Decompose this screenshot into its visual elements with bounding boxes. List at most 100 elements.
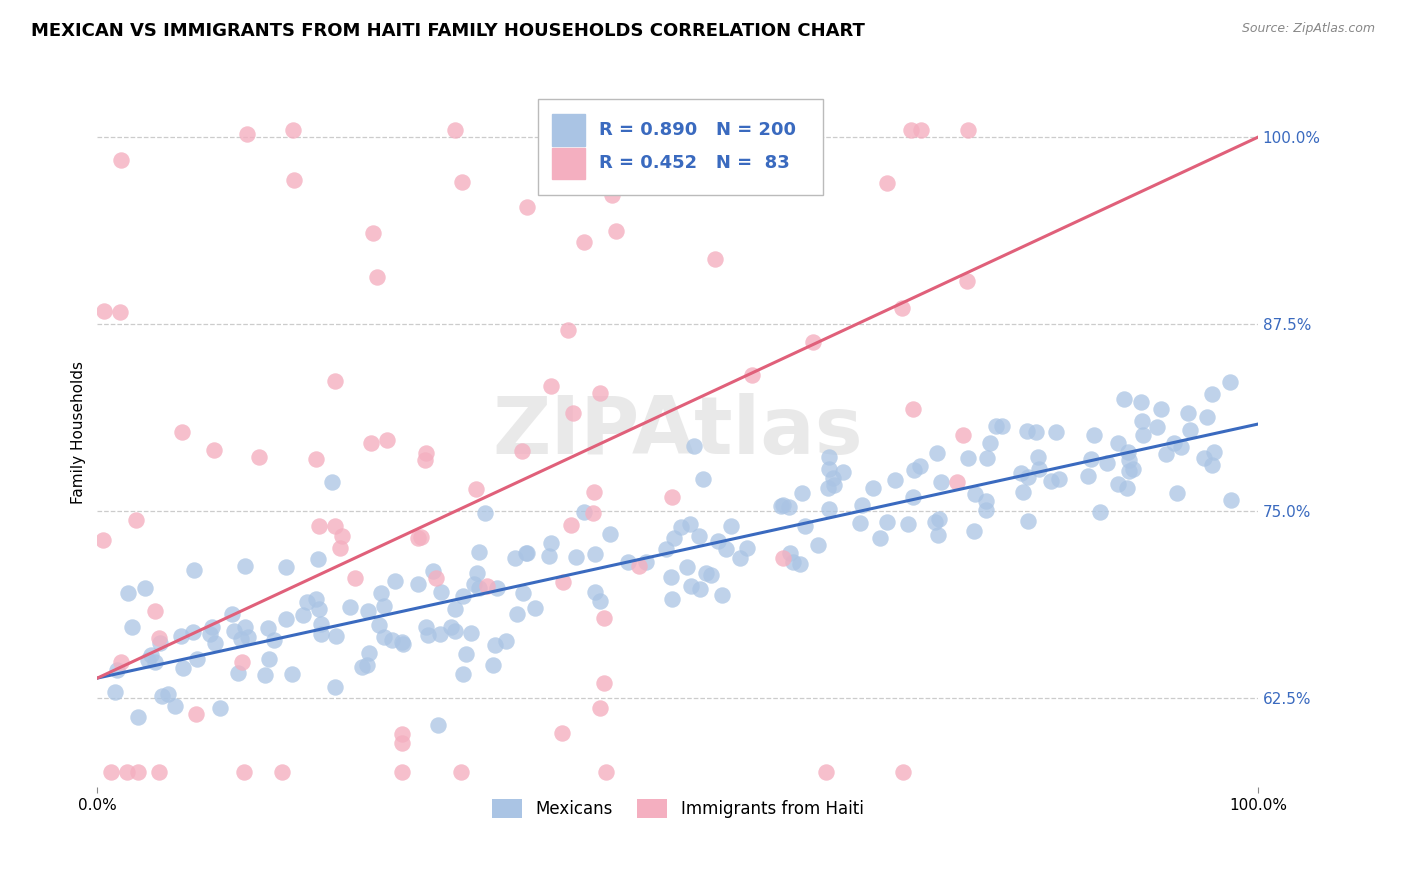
Point bbox=[368, 617, 391, 632]
Point bbox=[468, 581, 491, 595]
Point bbox=[425, 571, 447, 585]
Point bbox=[270, 765, 292, 780]
Point bbox=[1095, 456, 1118, 470]
Point bbox=[516, 200, 538, 214]
Point bbox=[1017, 514, 1039, 528]
Point bbox=[818, 450, 841, 464]
Point bbox=[427, 718, 450, 732]
Point bbox=[991, 418, 1014, 433]
Point bbox=[323, 680, 346, 694]
Point bbox=[370, 586, 392, 600]
Point bbox=[700, 567, 723, 582]
Point bbox=[453, 589, 475, 603]
Point bbox=[263, 633, 285, 648]
Point bbox=[1146, 419, 1168, 434]
Point bbox=[963, 524, 986, 539]
Point bbox=[93, 304, 115, 318]
Text: MEXICAN VS IMMIGRANTS FROM HAITI FAMILY HOUSEHOLDS CORRELATION CHART: MEXICAN VS IMMIGRANTS FROM HAITI FAMILY … bbox=[31, 22, 865, 40]
Point bbox=[1220, 492, 1243, 507]
Point bbox=[979, 436, 1001, 450]
Point bbox=[233, 558, 256, 573]
Point bbox=[451, 667, 474, 681]
Point bbox=[91, 533, 114, 547]
Point bbox=[229, 632, 252, 646]
Point bbox=[512, 444, 534, 458]
Point bbox=[465, 566, 488, 580]
Point bbox=[900, 122, 922, 136]
Point bbox=[807, 538, 830, 552]
Point bbox=[654, 542, 676, 557]
Point bbox=[1047, 472, 1070, 486]
Point bbox=[821, 471, 844, 485]
Point bbox=[540, 379, 562, 393]
Point bbox=[366, 269, 388, 284]
Point bbox=[468, 545, 491, 559]
Point bbox=[1201, 386, 1223, 401]
Point bbox=[851, 498, 873, 512]
Point bbox=[450, 765, 472, 780]
Point bbox=[735, 541, 758, 556]
Point bbox=[910, 122, 932, 136]
Point bbox=[235, 127, 257, 141]
Point bbox=[357, 604, 380, 618]
Point bbox=[562, 406, 585, 420]
Point bbox=[148, 631, 170, 645]
Point bbox=[391, 635, 413, 649]
Point bbox=[276, 612, 298, 626]
Legend: Mexicans, Immigrants from Haiti: Mexicans, Immigrants from Haiti bbox=[485, 792, 870, 825]
Point bbox=[201, 620, 224, 634]
Point bbox=[233, 620, 256, 634]
Point bbox=[772, 551, 794, 566]
Point bbox=[976, 450, 998, 465]
Point bbox=[444, 122, 467, 136]
Point bbox=[444, 624, 467, 639]
Point bbox=[582, 484, 605, 499]
Point bbox=[792, 486, 814, 500]
Point bbox=[931, 475, 953, 490]
Point bbox=[172, 425, 194, 439]
Point bbox=[589, 385, 612, 400]
Point bbox=[616, 555, 638, 569]
Point bbox=[1012, 485, 1035, 500]
Point bbox=[308, 601, 330, 615]
Point bbox=[711, 588, 734, 602]
Point bbox=[231, 655, 253, 669]
Point bbox=[952, 427, 974, 442]
Point bbox=[564, 549, 586, 564]
Point bbox=[184, 706, 207, 721]
Point bbox=[779, 546, 801, 560]
Point bbox=[1166, 486, 1188, 500]
Point bbox=[325, 629, 347, 643]
Point bbox=[236, 630, 259, 644]
Point bbox=[360, 436, 382, 450]
Point bbox=[115, 765, 138, 780]
Point bbox=[145, 604, 167, 618]
Point bbox=[308, 518, 330, 533]
Point bbox=[330, 529, 353, 543]
Point bbox=[1130, 414, 1153, 428]
Point bbox=[392, 637, 415, 651]
Point bbox=[104, 685, 127, 699]
Point bbox=[515, 546, 537, 560]
Point bbox=[163, 698, 186, 713]
Point bbox=[139, 648, 162, 662]
Point bbox=[551, 726, 574, 740]
Point bbox=[503, 551, 526, 566]
Point bbox=[592, 611, 614, 625]
Point bbox=[110, 153, 132, 167]
Point bbox=[429, 626, 451, 640]
Point bbox=[897, 516, 920, 531]
Point bbox=[463, 576, 485, 591]
Point bbox=[343, 571, 366, 585]
Point bbox=[373, 599, 395, 614]
Point bbox=[381, 633, 404, 648]
Point bbox=[134, 581, 156, 595]
Text: R = 0.890   N = 200: R = 0.890 N = 200 bbox=[599, 121, 796, 139]
Point bbox=[1080, 452, 1102, 467]
Point bbox=[105, 663, 128, 677]
Point bbox=[682, 438, 704, 452]
Point bbox=[413, 453, 436, 467]
Point bbox=[582, 506, 605, 520]
Point bbox=[589, 701, 612, 715]
Point bbox=[908, 458, 931, 473]
